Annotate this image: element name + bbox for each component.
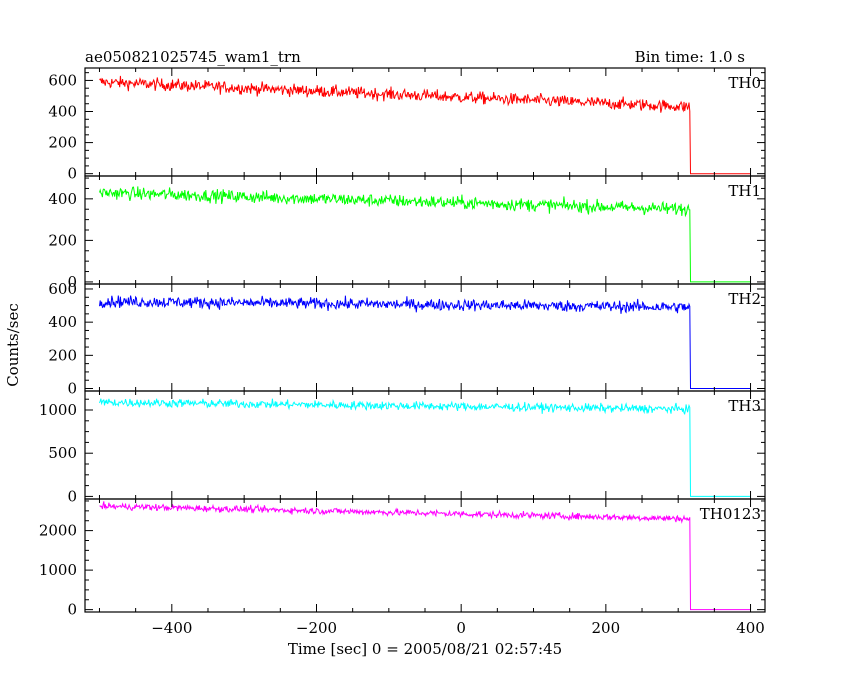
panel-frame <box>84 283 766 392</box>
panel-th3: 0 500 1000 TH3 <box>39 390 766 505</box>
y-tick-label: 500 <box>48 444 77 462</box>
y-tick-label: 600 <box>48 280 77 298</box>
x-tick-label: −200 <box>296 619 337 637</box>
y-axis-label: Counts/sec <box>4 303 22 387</box>
y-tick-label: 400 <box>48 103 77 121</box>
x-axis-label: Time [sec] 0 = 2005/08/21 02:57:45 <box>288 640 562 658</box>
x-tick-label: 400 <box>736 619 765 637</box>
panel-th1: 0 200 400 TH1 <box>48 175 766 291</box>
y-tick-label: 0 <box>67 601 77 619</box>
y-tick-label: 200 <box>48 231 77 249</box>
x-tick-label: −400 <box>151 619 192 637</box>
panels: 0 200 400 600 TH0 0 200 400 TH1 0 200 400 600 TH2 0 500… <box>39 67 766 637</box>
y-tick-label: 1000 <box>39 561 77 579</box>
panel-th0: 0 200 400 600 TH0 <box>48 67 766 183</box>
panel-label: TH0 <box>728 74 761 92</box>
y-tick-label: 600 <box>48 71 77 89</box>
x-tick-label: 200 <box>592 619 621 637</box>
y-tick-label: 0 <box>67 380 77 398</box>
series-line-th0123 <box>99 501 751 611</box>
y-tick-label: 0 <box>67 273 77 291</box>
panel-th2: 0 200 400 600 TH2 <box>48 280 766 398</box>
y-tick-label: 400 <box>48 313 77 331</box>
panel-th0123: 0 1000 2000 TH0123 <box>39 498 766 619</box>
y-tick-label: 0 <box>67 165 77 183</box>
panel-label: TH1 <box>728 182 761 200</box>
panel-frame <box>84 498 766 613</box>
panel-label: TH3 <box>728 397 761 415</box>
panel-label: TH2 <box>728 290 761 308</box>
y-tick-label: 2000 <box>39 522 77 540</box>
bin-time-label: Bin time: 1.0 s <box>635 48 745 66</box>
series-line-th0 <box>99 75 751 175</box>
y-tick-label: 400 <box>48 190 77 208</box>
chart-title: ae050821025745_wam1_trn <box>85 48 301 66</box>
y-tick-label: 200 <box>48 134 77 152</box>
panel-label: TH0123 <box>700 505 761 523</box>
series-line-th3 <box>99 398 751 497</box>
series-line-th2 <box>99 295 751 389</box>
panel-frame <box>84 175 766 285</box>
y-tick-label: 1000 <box>39 401 77 419</box>
series-line-th1 <box>99 186 751 283</box>
y-tick-label: 0 <box>67 487 77 505</box>
y-tick-label: 200 <box>48 346 77 364</box>
x-tick-label: 0 <box>456 619 466 637</box>
